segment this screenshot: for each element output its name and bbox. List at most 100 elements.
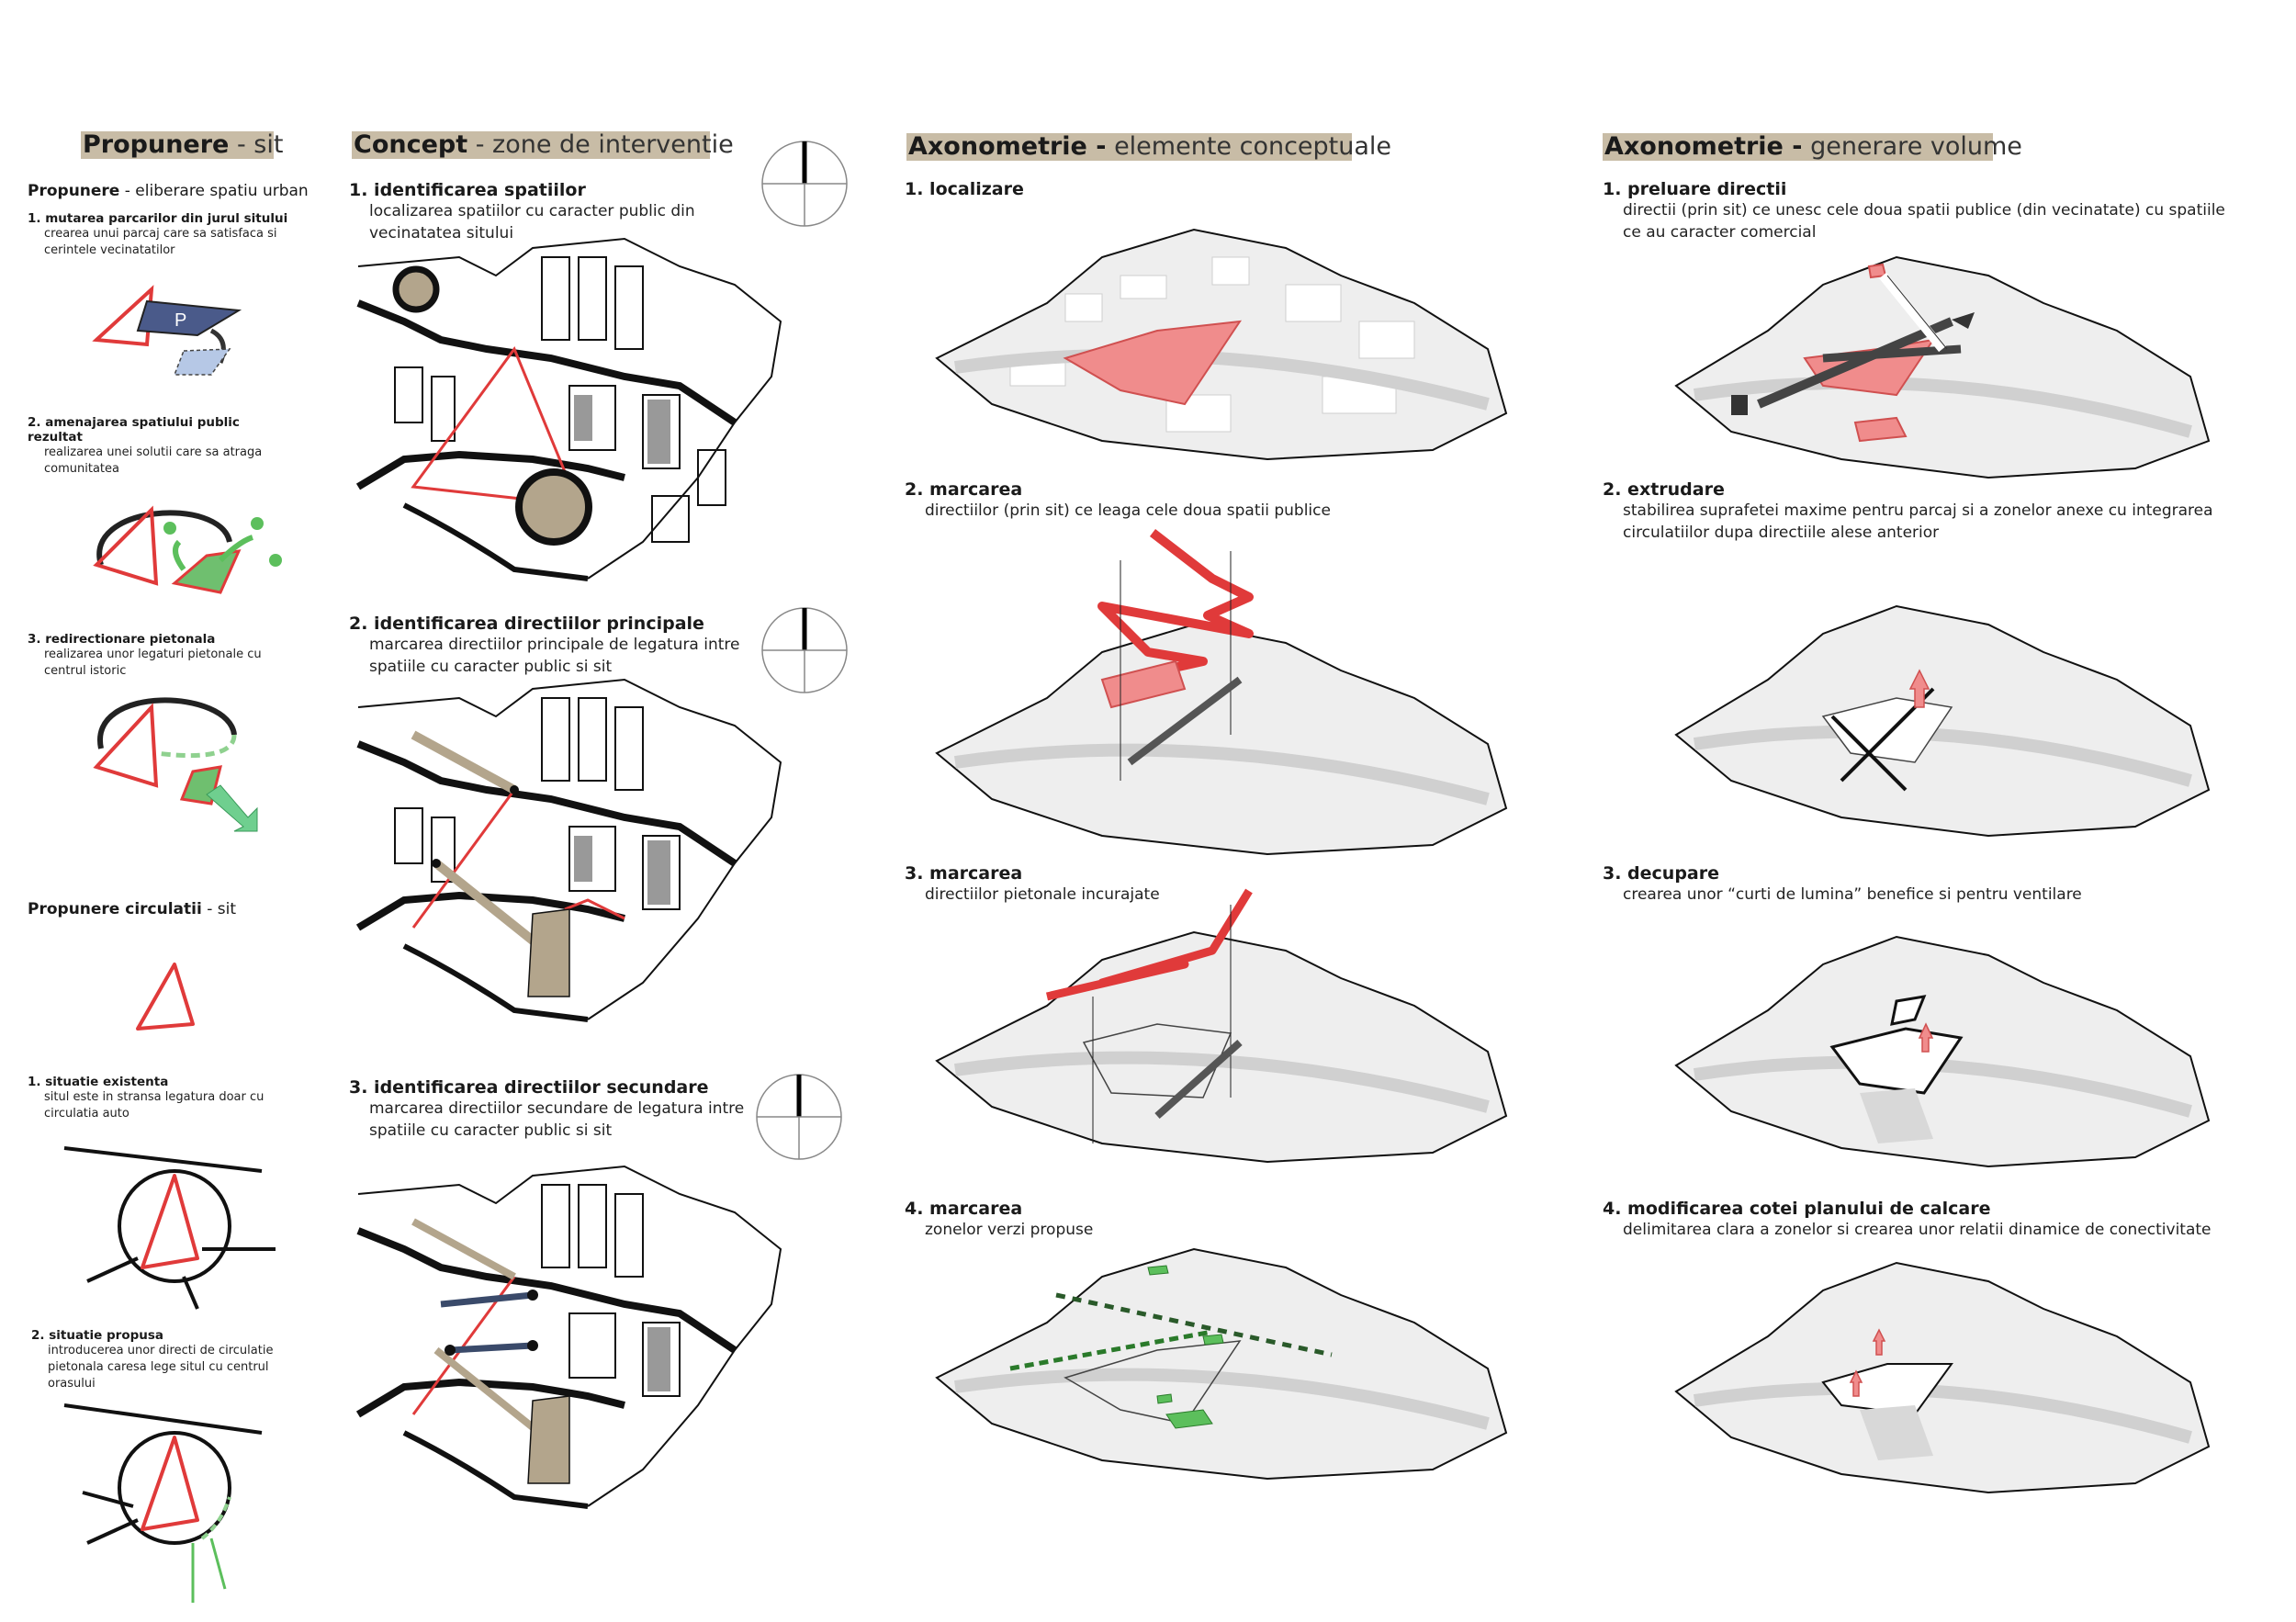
public-space-1 (392, 265, 440, 313)
direction-bar (1879, 272, 1946, 353)
col2-item-1-desc: localizarea spatiilor cu caracter public… (369, 202, 695, 242)
secondary-direction (449, 1342, 534, 1354)
compass-1 (761, 141, 848, 227)
axonometry-green (935, 1247, 1508, 1481)
site-circle (118, 1169, 231, 1283)
site-triangle (141, 1174, 199, 1269)
secondary-direction (440, 1291, 534, 1308)
header-col4: Axonometrie - generare volume (1604, 133, 2022, 161)
col4-item-2-title: 2. extrudare (1603, 479, 1725, 500)
col1-circ-item-2-desc: introducerea unor directi de circulatie … (48, 1344, 274, 1391)
car-arrow (82, 1491, 134, 1508)
public-space-diagram (93, 505, 282, 594)
light-court (1890, 995, 1927, 1026)
col4-item-1-title: 1. preluare directii (1603, 179, 1787, 199)
new-parking-location (173, 348, 231, 376)
col1-item-2-desc: realizarea unei solutii care sa atraga c… (44, 445, 263, 476)
site-highlight (1063, 320, 1243, 406)
col3-item-4-desc: zonelor verzi propuse (925, 1221, 1094, 1239)
gray-shadow (1860, 1405, 1933, 1460)
city-center-arrow (206, 784, 258, 832)
axonometry-extrusion (1674, 604, 2211, 838)
col1-circ-item-2: 2. situatie propusa introducerea unor di… (31, 1328, 298, 1392)
extrusion-arrow (1908, 669, 1930, 708)
public-space-shape (1853, 416, 1908, 443)
header-band-col2 (352, 131, 710, 159)
attraction-arrow (173, 539, 186, 571)
direction-bar-outline (1886, 275, 1948, 350)
col2-item-3-desc: marcarea directiilor secundare de legatu… (369, 1099, 745, 1140)
col3-item-2: 2. marcarea directiilor (prin sit) ce le… (905, 479, 1502, 522)
site-outline (411, 345, 581, 507)
axonometry-localization (935, 228, 1508, 461)
pedestrian-redirect-diagram (93, 697, 258, 832)
node-marker (527, 1340, 538, 1351)
green-dashed-path (1009, 1329, 1213, 1371)
col1-circ-header-thin: - sit (201, 900, 236, 918)
green-zone (1165, 1409, 1213, 1429)
gray-shadow (1860, 1088, 1933, 1143)
person-icon (163, 522, 176, 535)
col1-subhead: Propunere - eliberare spatiu urban (28, 182, 309, 200)
col1-item-1: 1. mutarea parcarilor din jurul sitului … (28, 211, 294, 259)
header-band-col1 (81, 131, 274, 159)
col4-item-3: 3. decupare crearea unor “curti de lumin… (1603, 863, 2245, 906)
node-marker (510, 785, 519, 794)
direction-zigzag (1097, 529, 1254, 684)
car-arrow (182, 1276, 199, 1310)
col4-item-1-desc: directii (prin sit) ce unesc cele doua s… (1623, 201, 2225, 242)
axonometry-volumes-directions (1674, 255, 2211, 479)
col1-subhead-thin: - eliberare spatiu urban (119, 182, 309, 200)
col4-item-2: 2. extrudare stabilirea suprafetei maxim… (1603, 479, 2245, 544)
site-plan-1 (355, 237, 782, 581)
col1-circ-item-1-title: 1. situatie existenta (28, 1075, 169, 1089)
node-marker (445, 1345, 456, 1356)
pedestrian-zigzag (1045, 888, 1253, 1001)
cut-arrow (1918, 1022, 1934, 1053)
col4-item-2-desc: stabilirea suprafetei maxime pentru parc… (1623, 501, 2213, 542)
col2-item-1-title: 1. identificarea spatiilor (349, 180, 586, 200)
site-red-edge (411, 789, 516, 929)
header-col3-thin: elemente conceptuale (1106, 132, 1392, 161)
green-zone (1156, 1393, 1173, 1404)
col3-item-3-title: 3. marcarea (905, 863, 1023, 884)
public-space-area (171, 549, 242, 594)
proposed-arc (155, 734, 237, 759)
col4-item-3-title: 3. decupare (1603, 863, 1720, 884)
col3-item-2-desc: directiilor (prin sit) ce leaga cele dou… (925, 501, 1331, 520)
axonometry-directions (935, 529, 1508, 856)
header-col4-bold: Axonometrie - (1604, 132, 1803, 161)
col1-subhead-bold: Propunere (28, 182, 120, 200)
car-arrow (63, 1146, 263, 1173)
header-col2: Concept - zone de interventie (354, 131, 734, 159)
col2-item-2-desc: marcarea directiilor principale de legat… (369, 636, 740, 676)
axonometry-cutout (1674, 935, 2211, 1168)
main-direction (411, 1218, 516, 1280)
col1-circ-item-1-desc: situl este in stransa legatura doar cu c… (44, 1090, 264, 1121)
community-arc (96, 510, 232, 566)
site-outline (1064, 1340, 1242, 1425)
level-arrow (1872, 1328, 1886, 1356)
public-space-2 (515, 468, 592, 546)
col4-item-4-title: 4. modificarea cotei planului de calcare (1603, 1199, 1991, 1219)
site-outline (1821, 697, 1953, 763)
header-col1-bold: Propunere (83, 130, 230, 159)
col1-item-2-title: 2. amenajarea spatiului public rezultat (28, 415, 240, 445)
col2-item-2: 2. identificarea directiilor principale … (349, 614, 753, 678)
person-icon (269, 554, 282, 567)
col1-circ-header: Propunere circulatii - sit (28, 900, 236, 918)
col1-item-3-desc: realizarea unor legaturi pietonale cu ce… (44, 648, 262, 678)
main-public-space (527, 1395, 570, 1484)
col3-item-1: 1. localizare (905, 179, 1502, 199)
car-arrow (86, 1256, 139, 1283)
col1-circ-header-bold: Propunere circulatii (28, 900, 202, 918)
col2-item-3: 3. identificarea directiilor secundare m… (349, 1077, 753, 1142)
compass-2 (761, 607, 848, 693)
col3-item-4: 4. marcarea zonelor verzi propuse (905, 1199, 1502, 1241)
existing-arc (97, 697, 237, 749)
col2-item-3-title: 3. identificarea directiilor secundare (349, 1077, 709, 1098)
compass-3 (756, 1074, 842, 1160)
col4-item-1: 1. preluare directii directii (prin sit)… (1603, 179, 2245, 243)
site-plan-2 (355, 678, 782, 1022)
col3-item-1-title: 1. localizare (905, 179, 1024, 199)
